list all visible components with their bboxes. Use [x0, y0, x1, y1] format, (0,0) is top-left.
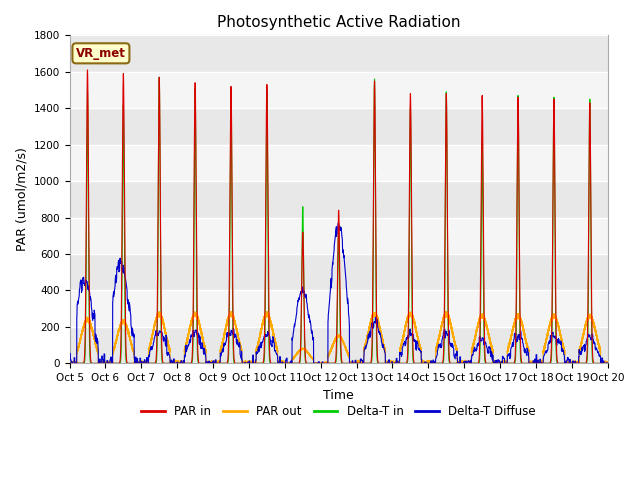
- Title: Photosynthetic Active Radiation: Photosynthetic Active Radiation: [217, 15, 460, 30]
- Legend: PAR in, PAR out, Delta-T in, Delta-T Diffuse: PAR in, PAR out, Delta-T in, Delta-T Dif…: [136, 401, 541, 423]
- Text: VR_met: VR_met: [76, 47, 126, 60]
- Bar: [70, 290, 608, 327]
- Bar: [70, 327, 608, 363]
- Bar: [70, 36, 608, 72]
- X-axis label: Time: Time: [323, 389, 354, 402]
- Bar: [70, 108, 608, 144]
- Bar: [70, 217, 608, 254]
- Bar: [70, 181, 608, 217]
- Bar: [70, 144, 608, 181]
- Bar: [70, 72, 608, 108]
- Y-axis label: PAR (umol/m2/s): PAR (umol/m2/s): [15, 147, 28, 252]
- Bar: [70, 254, 608, 290]
